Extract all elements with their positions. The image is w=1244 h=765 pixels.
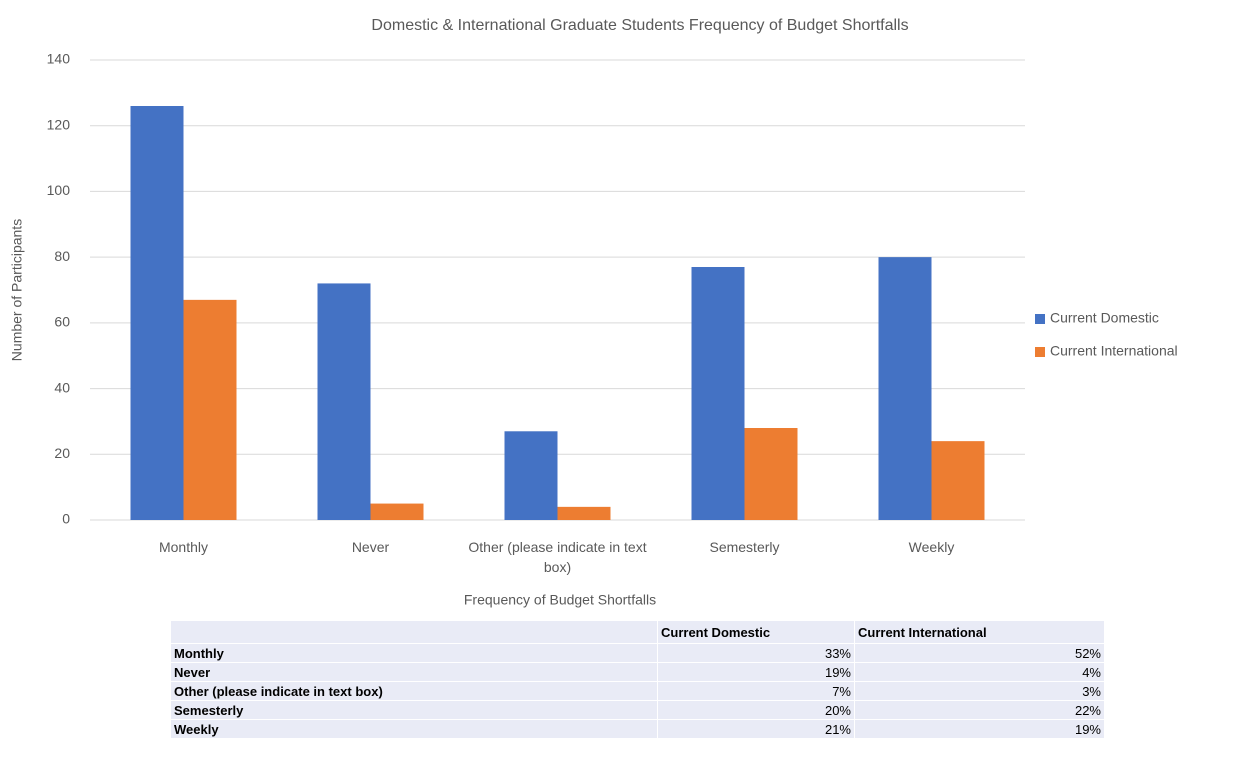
bar — [504, 431, 558, 520]
y-tick-label: 40 — [54, 379, 70, 395]
x-tick-label: Never — [351, 539, 390, 555]
bar — [317, 283, 371, 520]
cell: 19% — [854, 719, 1105, 739]
cell: 52% — [854, 643, 1105, 663]
y-axis-label: Number of Participants — [9, 219, 25, 361]
bar — [130, 106, 184, 520]
bar — [931, 441, 985, 520]
table-row: Weekly 21% 19% — [170, 719, 1105, 739]
header-row: Current Domestic Current International — [170, 620, 1105, 644]
cell: 4% — [854, 662, 1105, 682]
y-tick-label: 60 — [54, 314, 70, 330]
bar — [691, 267, 745, 520]
y-tick-label: 80 — [54, 248, 70, 264]
legend-swatch — [1035, 314, 1045, 324]
x-tick-label: Other (please indicate in text box) — [468, 539, 647, 575]
row-label: Other (please indicate in text box) — [170, 681, 658, 701]
x-tick-label: Monthly — [158, 539, 209, 555]
y-tick-label: 140 — [47, 51, 71, 67]
x-tick-label: Semesterly — [709, 539, 780, 555]
legend-label: Current Domestic — [1050, 310, 1159, 326]
chart: Domestic & International Graduate Studen… — [9, 17, 1178, 608]
bar — [878, 257, 932, 520]
row-label: Weekly — [170, 719, 658, 739]
y-tick-label: 0 — [62, 511, 70, 527]
data-table: Current Domestic Current International Mon… — [170, 620, 1105, 739]
cell: 21% — [657, 719, 855, 739]
row-label: Never — [170, 662, 658, 682]
table-row: Never 19% 4% — [170, 662, 1105, 682]
y-tick-label: 100 — [47, 182, 71, 198]
bar — [557, 506, 611, 520]
x-tick-label: Weekly — [908, 539, 955, 555]
row-label: Semesterly — [170, 700, 658, 720]
y-tick-label: 120 — [47, 116, 71, 132]
header-cell — [170, 620, 658, 644]
header-cell: Current Domestic — [657, 620, 855, 644]
y-tick-label: 20 — [54, 445, 70, 461]
cell: 7% — [657, 681, 855, 701]
chart-title: Domestic & International Graduate Studen… — [371, 17, 908, 34]
cell: 33% — [657, 643, 855, 663]
cell: 22% — [854, 700, 1105, 720]
cell: 20% — [657, 700, 855, 720]
cell: 3% — [854, 681, 1105, 701]
cell: 19% — [657, 662, 855, 682]
header-cell: Current International — [854, 620, 1105, 644]
bar — [183, 299, 237, 520]
legend-swatch — [1035, 347, 1045, 357]
bar — [744, 428, 798, 520]
table-row: Other (please indicate in text box) 7% 3% — [170, 681, 1105, 701]
bar — [370, 503, 424, 520]
table-row: Semesterly 20% 22% — [170, 700, 1105, 720]
table-row: Monthly 33% 52% — [170, 643, 1105, 663]
x-axis-label: Frequency of Budget Shortfalls — [464, 592, 656, 608]
legend-label: Current International — [1050, 343, 1178, 359]
row-label: Monthly — [170, 643, 658, 663]
